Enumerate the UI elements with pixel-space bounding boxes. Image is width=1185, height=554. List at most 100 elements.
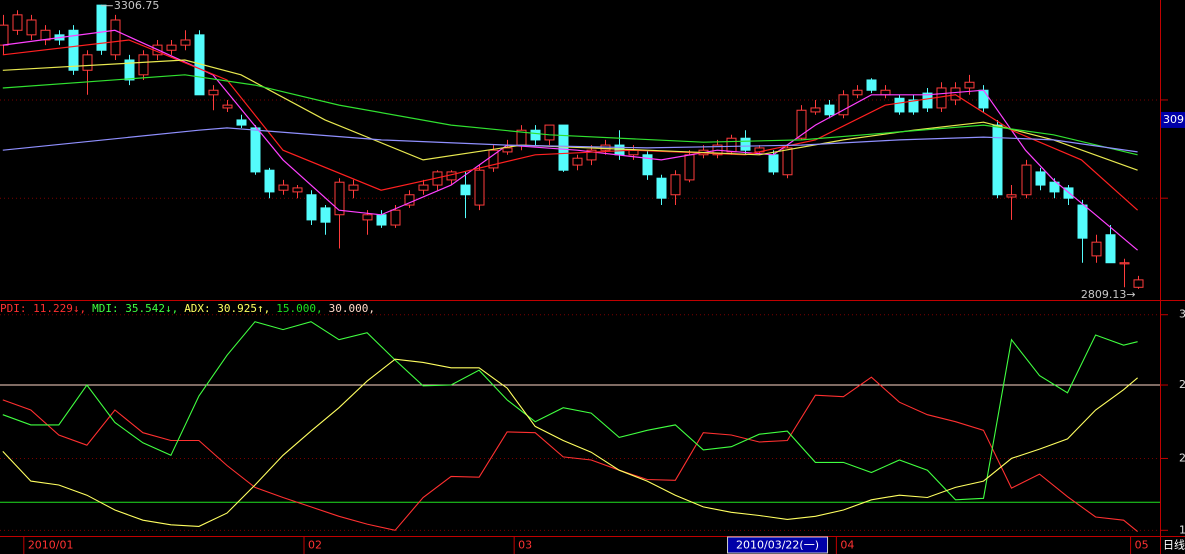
candle-body [348, 184, 359, 191]
candle-body [978, 89, 989, 109]
candle-body [796, 109, 807, 139]
indicator-line [2, 376, 1138, 533]
candle-body [1133, 279, 1144, 288]
y-tick-label: 2 [1179, 451, 1185, 464]
indicator-line [2, 358, 1138, 527]
annotation: 3306.75 [114, 0, 160, 12]
candle-body [488, 149, 499, 169]
candle-body [894, 97, 905, 113]
candle-body [880, 89, 891, 96]
candle-body [838, 94, 849, 116]
indicator-header: 30.000, [329, 302, 375, 315]
candle-body [1049, 181, 1060, 193]
candle-body [376, 214, 387, 226]
candle-body [26, 19, 37, 36]
cursor-date-box [727, 536, 829, 554]
candle-body [12, 14, 23, 31]
moving-average-line [2, 29, 1138, 251]
x-tick-label: 04 [840, 539, 854, 552]
candle-body [1006, 194, 1017, 198]
candle-body [740, 137, 751, 151]
candle-body [726, 137, 737, 153]
indicator-header: PDI: 11.229↓, [0, 302, 86, 315]
candle-body [292, 187, 303, 193]
candle-body [96, 4, 107, 51]
candle-body [362, 214, 373, 221]
candle-body [82, 54, 93, 71]
period-label: 日线 [1163, 538, 1185, 552]
candle-body [782, 147, 793, 176]
candle-body [124, 59, 135, 81]
candle-body [222, 104, 233, 109]
x-tick-label: 02 [308, 539, 322, 552]
candle-body [852, 89, 863, 96]
candle-body [768, 154, 779, 173]
candle-body [544, 124, 555, 141]
indicator-header: ADX: 30.925↑, [184, 302, 270, 315]
candle-body [250, 127, 261, 173]
candle-body [68, 29, 79, 71]
price-marker-box [1161, 111, 1185, 128]
candle-body [166, 44, 177, 51]
candle-body [236, 119, 247, 126]
candle-body [264, 169, 275, 193]
price-marker-label: 309 [1163, 113, 1184, 126]
x-tick-label: 03 [518, 539, 532, 552]
candle-body [530, 129, 541, 141]
candle-body [138, 54, 149, 76]
candle-body [656, 177, 667, 199]
candle-body [180, 39, 191, 46]
candle-body [208, 89, 219, 96]
y-tick-label: 3 [1179, 308, 1185, 321]
candle-body [964, 81, 975, 89]
moving-average-line [2, 59, 1138, 171]
candle-body [572, 157, 583, 166]
candle-body [642, 154, 653, 176]
x-tick-label: 05 [1135, 539, 1149, 552]
candle-body [558, 124, 569, 171]
candle-body [866, 79, 877, 91]
candle-body [320, 207, 331, 223]
annotation: 2809.13→ [1081, 288, 1136, 301]
candle-body [1021, 164, 1032, 196]
candle-body [0, 24, 9, 46]
y-tick-label: 1 [1179, 523, 1185, 536]
candle-body [936, 87, 947, 109]
candle-body [502, 147, 513, 153]
x-tick-label: 2010/01 [28, 539, 74, 552]
candle-body [670, 174, 681, 196]
candle-body [1091, 241, 1102, 257]
indicator-line [2, 321, 1138, 501]
moving-average-line [2, 127, 1138, 153]
candle-body [1105, 234, 1116, 264]
candle-body [1077, 204, 1088, 239]
candle-body [992, 124, 1003, 196]
candle-body [474, 169, 485, 206]
candle-body [810, 107, 821, 113]
candle-body [418, 184, 429, 191]
candle-body [110, 19, 121, 56]
candle-body [1035, 171, 1046, 186]
indicator-header: MDI: 35.542↓, [92, 302, 178, 315]
candle-body [614, 144, 625, 156]
indicator-header: 15.000, [276, 302, 322, 315]
candle-body [824, 104, 835, 116]
candle-body [908, 99, 919, 113]
candle-body [586, 149, 597, 161]
candle-body [390, 209, 401, 226]
moving-average-line [2, 74, 1138, 156]
candle-body [950, 87, 961, 101]
candle-body [460, 184, 471, 196]
candle-body [684, 154, 695, 181]
candle-body [922, 92, 933, 109]
cursor-date-label: 2010/03/22(一) [736, 539, 819, 552]
candle-body [306, 194, 317, 221]
candle-body [404, 194, 415, 206]
candle-body [278, 184, 289, 191]
candle-body [334, 181, 345, 216]
y-tick-label: 2 [1179, 378, 1185, 391]
candle-body [1119, 262, 1130, 265]
